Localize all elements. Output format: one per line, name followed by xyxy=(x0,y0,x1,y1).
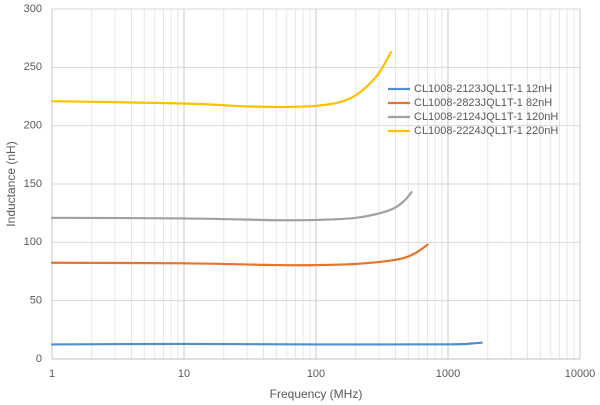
y-tick-label: 0 xyxy=(36,353,42,365)
series-line xyxy=(50,243,429,267)
x-tick-label: 1000 xyxy=(436,368,460,380)
y-tick-label: 50 xyxy=(30,295,42,307)
series-line xyxy=(50,191,413,222)
y-tick-label: 150 xyxy=(24,178,42,190)
y-tick-label: 300 xyxy=(24,3,42,15)
x-tick-label: 100 xyxy=(307,368,325,380)
y-tick-label: 100 xyxy=(24,236,42,248)
y-tick-label: 250 xyxy=(24,61,42,73)
legend-label: CL1008-2224JQL1T-1 220nH xyxy=(414,125,558,137)
legend-label: CL1008-2124JQL1T-1 120nH xyxy=(414,111,558,123)
series-line xyxy=(50,341,483,346)
y-tick-label: 200 xyxy=(24,120,42,132)
x-tick-label: 10 xyxy=(178,368,190,380)
legend-label: CL1008-2123JQL1T-1 12nH xyxy=(414,83,552,95)
x-tick-label: 1 xyxy=(49,368,55,380)
x-axis-title: Frequency (MHz) xyxy=(270,387,363,401)
legend-label: CL1008-2823JQL1T-1 82nH xyxy=(414,97,552,109)
x-tick-label: 10000 xyxy=(565,368,596,380)
series-line xyxy=(50,51,393,109)
y-axis-title: Inductance (nH) xyxy=(4,141,18,226)
